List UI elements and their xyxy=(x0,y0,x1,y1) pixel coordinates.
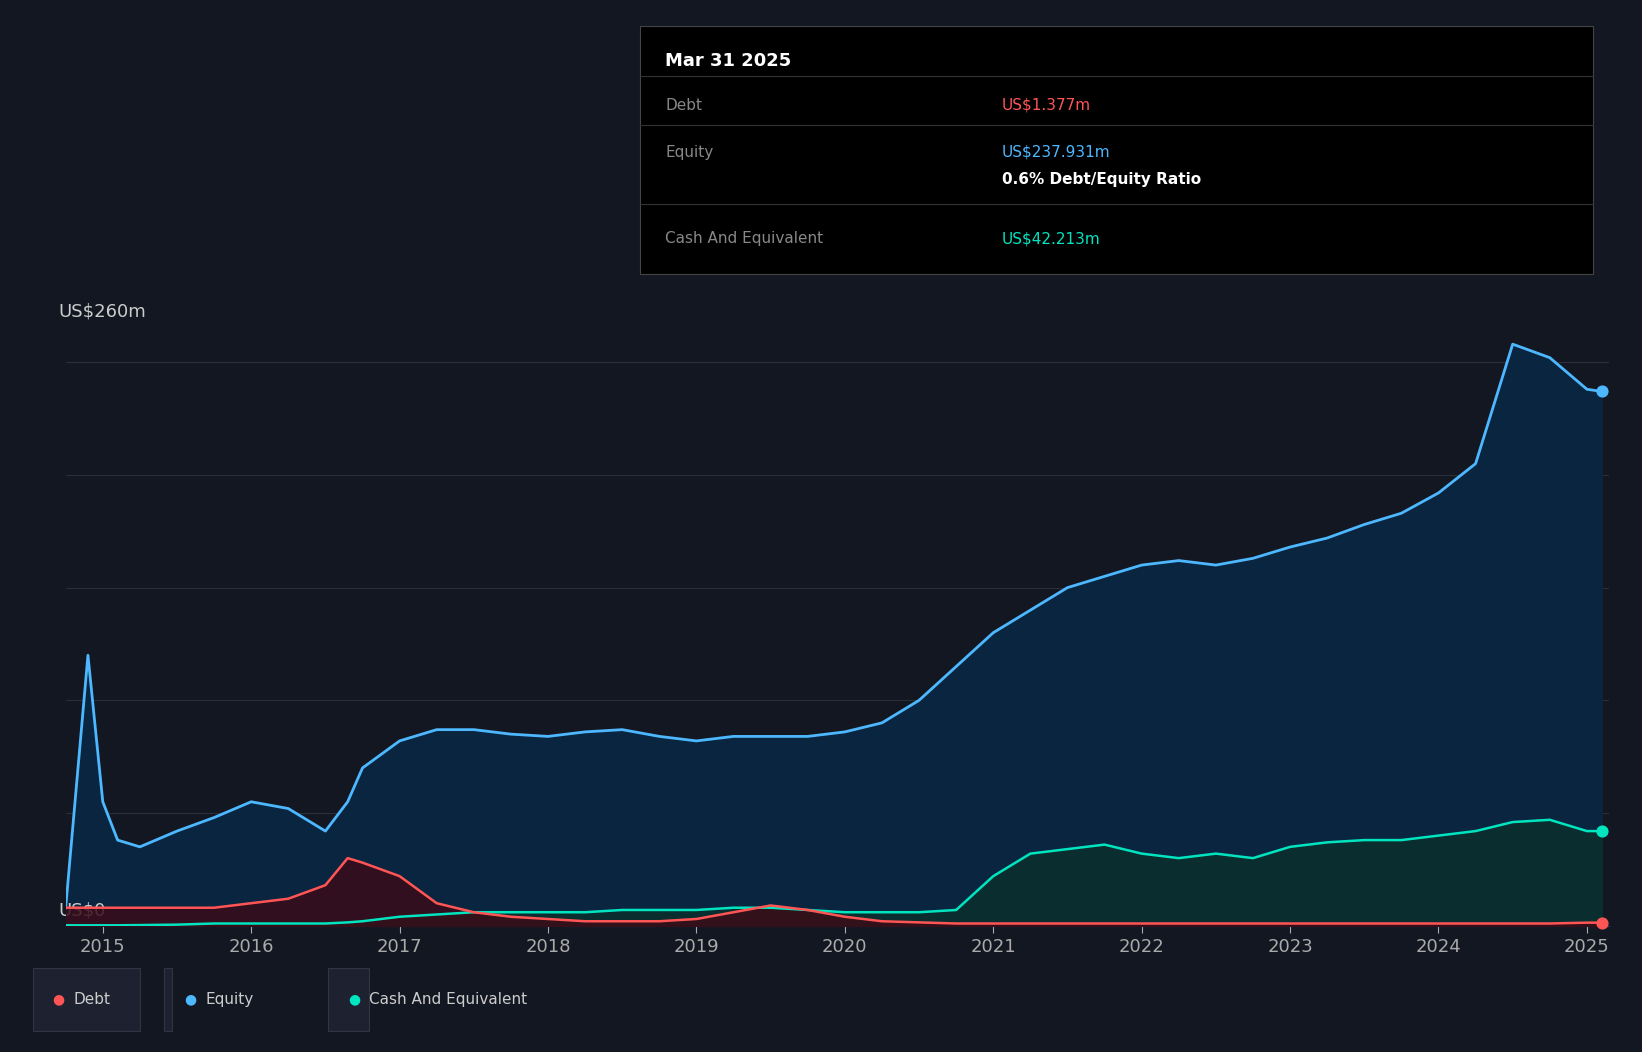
Point xyxy=(1588,383,1614,400)
Text: ●: ● xyxy=(348,992,360,1007)
Text: Equity: Equity xyxy=(205,992,253,1007)
Text: ●: ● xyxy=(184,992,195,1007)
Text: US$260m: US$260m xyxy=(57,303,146,321)
Text: Mar 31 2025: Mar 31 2025 xyxy=(665,52,791,69)
Point xyxy=(1588,823,1614,839)
Text: US$42.213m: US$42.213m xyxy=(1002,231,1100,246)
Text: Equity: Equity xyxy=(665,145,713,160)
Text: Cash And Equivalent: Cash And Equivalent xyxy=(369,992,527,1007)
Text: Debt: Debt xyxy=(74,992,112,1007)
Text: Debt: Debt xyxy=(665,98,703,113)
Text: US$237.931m: US$237.931m xyxy=(1002,145,1110,160)
Text: ●: ● xyxy=(53,992,64,1007)
Text: Cash And Equivalent: Cash And Equivalent xyxy=(665,231,823,246)
Text: US$1.377m: US$1.377m xyxy=(1002,98,1090,113)
Point xyxy=(1588,914,1614,931)
Text: 0.6% Debt/Equity Ratio: 0.6% Debt/Equity Ratio xyxy=(1002,173,1200,187)
Text: US$0: US$0 xyxy=(57,902,105,919)
